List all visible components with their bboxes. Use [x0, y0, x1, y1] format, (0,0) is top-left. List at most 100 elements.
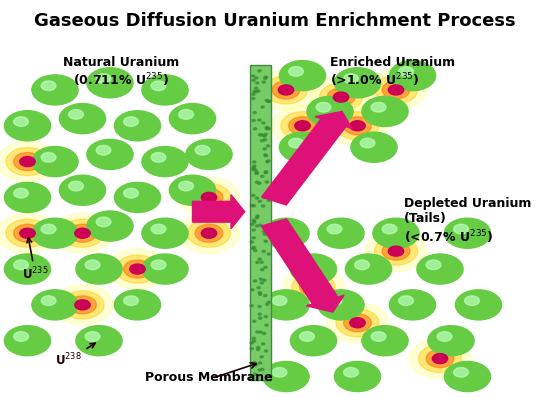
Circle shape: [107, 249, 168, 289]
Circle shape: [365, 231, 427, 271]
Circle shape: [69, 181, 84, 191]
Circle shape: [130, 264, 145, 274]
Circle shape: [14, 117, 29, 127]
Circle shape: [151, 81, 166, 91]
Circle shape: [169, 175, 216, 205]
Circle shape: [257, 346, 260, 349]
Circle shape: [116, 255, 159, 283]
Circle shape: [409, 339, 471, 378]
Circle shape: [432, 353, 448, 364]
Circle shape: [258, 134, 262, 136]
Circle shape: [444, 218, 491, 248]
Circle shape: [263, 135, 266, 137]
Circle shape: [350, 318, 365, 328]
Circle shape: [6, 219, 49, 247]
Circle shape: [61, 219, 104, 247]
Circle shape: [263, 361, 309, 392]
Circle shape: [124, 188, 139, 198]
Circle shape: [254, 250, 257, 252]
Circle shape: [261, 106, 264, 108]
FancyArrow shape: [261, 219, 344, 312]
Circle shape: [258, 293, 262, 295]
FancyArrow shape: [262, 111, 352, 205]
Circle shape: [266, 303, 269, 306]
Circle shape: [437, 332, 452, 341]
Circle shape: [264, 172, 267, 174]
Circle shape: [253, 111, 256, 114]
Circle shape: [59, 175, 106, 205]
Circle shape: [264, 133, 267, 135]
Circle shape: [41, 224, 56, 234]
Circle shape: [254, 373, 257, 375]
Circle shape: [260, 356, 263, 358]
Circle shape: [428, 326, 474, 356]
Circle shape: [260, 261, 263, 263]
Circle shape: [252, 79, 255, 81]
Circle shape: [258, 292, 261, 294]
Circle shape: [444, 361, 491, 392]
Circle shape: [87, 211, 133, 241]
Circle shape: [87, 139, 133, 170]
Circle shape: [250, 223, 254, 225]
Circle shape: [0, 213, 58, 253]
Circle shape: [256, 348, 260, 351]
Circle shape: [260, 134, 263, 136]
Circle shape: [169, 103, 216, 134]
Circle shape: [263, 139, 267, 141]
Circle shape: [262, 230, 266, 232]
Circle shape: [4, 182, 51, 213]
Circle shape: [69, 296, 96, 314]
Circle shape: [14, 152, 41, 171]
Circle shape: [255, 225, 258, 227]
Circle shape: [362, 96, 408, 127]
Circle shape: [264, 154, 267, 156]
Circle shape: [262, 332, 266, 335]
Circle shape: [255, 181, 258, 183]
Circle shape: [289, 66, 304, 76]
Circle shape: [258, 313, 261, 315]
Circle shape: [0, 142, 58, 181]
Circle shape: [14, 188, 29, 198]
Circle shape: [300, 278, 327, 296]
Circle shape: [76, 326, 122, 356]
Circle shape: [279, 132, 326, 162]
Circle shape: [327, 296, 342, 306]
Circle shape: [320, 83, 362, 111]
Circle shape: [262, 343, 265, 345]
Circle shape: [336, 309, 379, 337]
Circle shape: [41, 81, 56, 91]
Circle shape: [264, 266, 267, 268]
Circle shape: [4, 326, 51, 356]
Circle shape: [267, 301, 271, 303]
Circle shape: [265, 76, 307, 104]
Circle shape: [263, 279, 266, 281]
Circle shape: [253, 90, 256, 93]
Circle shape: [465, 296, 480, 306]
Circle shape: [178, 213, 240, 253]
Text: Gaseous Diffusion Uranium Enrichment Process: Gaseous Diffusion Uranium Enrichment Pro…: [34, 12, 516, 30]
Circle shape: [327, 224, 342, 234]
Circle shape: [32, 75, 78, 105]
Circle shape: [264, 316, 267, 318]
Circle shape: [259, 224, 262, 226]
Circle shape: [255, 217, 258, 219]
Circle shape: [382, 242, 410, 260]
Circle shape: [261, 369, 264, 371]
Circle shape: [41, 296, 56, 306]
Circle shape: [250, 305, 253, 307]
Circle shape: [151, 224, 166, 234]
Circle shape: [265, 127, 268, 129]
Circle shape: [318, 290, 364, 320]
Circle shape: [306, 282, 321, 292]
Circle shape: [265, 324, 268, 326]
Circle shape: [52, 213, 113, 253]
Circle shape: [264, 154, 267, 157]
Circle shape: [142, 146, 188, 177]
Circle shape: [253, 362, 256, 364]
Circle shape: [375, 237, 417, 265]
Circle shape: [96, 74, 111, 84]
Circle shape: [350, 121, 365, 131]
Circle shape: [252, 93, 255, 96]
Circle shape: [59, 103, 106, 134]
Circle shape: [188, 183, 230, 211]
